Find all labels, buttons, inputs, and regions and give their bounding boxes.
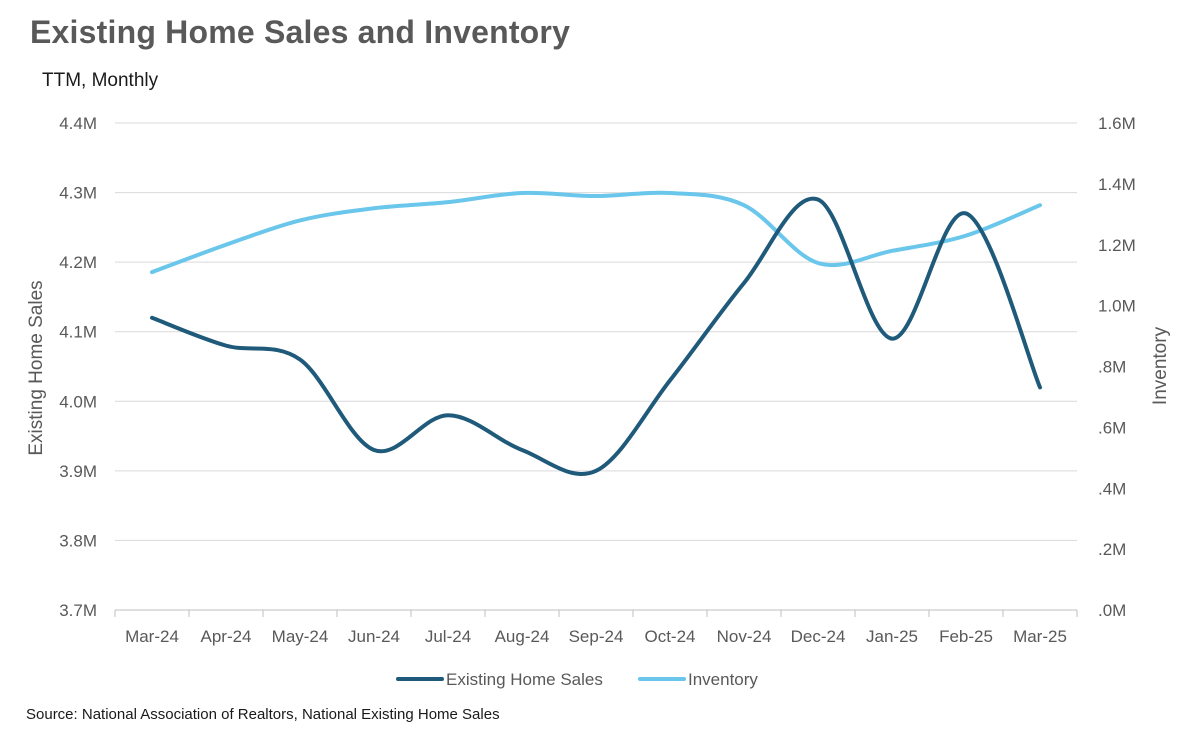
right-tick-label: 1.0M <box>1098 297 1136 316</box>
left-tick-label: 3.9M <box>59 462 97 481</box>
left-tick-label: 4.2M <box>59 253 97 272</box>
legend-label-inventory: Inventory <box>688 670 758 689</box>
left-tick-label: 4.3M <box>59 184 97 203</box>
series-line-existing-home-sales <box>150 196 1042 477</box>
gridlines <box>115 122 1077 541</box>
x-tick-label: Jan-25 <box>866 627 918 646</box>
legend-label-existing-home-sales: Existing Home Sales <box>446 670 603 689</box>
x-tick-label: Jul-24 <box>425 627 471 646</box>
right-tick-label: .2M <box>1098 540 1126 559</box>
x-tick-label: Apr-24 <box>200 627 251 646</box>
x-tick-label: May-24 <box>272 627 329 646</box>
x-tick-label: Jun-24 <box>348 627 400 646</box>
legend: Existing Home Sales Inventory <box>396 670 758 689</box>
left-tick-label: 4.1M <box>59 323 97 342</box>
chart-subtitle: TTM, Monthly <box>42 70 159 91</box>
x-tick-label: Oct-24 <box>644 627 695 646</box>
left-tick-label: 4.0M <box>59 392 97 411</box>
x-tick-label: Mar-25 <box>1013 627 1067 646</box>
x-axis <box>114 609 1078 617</box>
right-tick-label: 1.6M <box>1098 114 1136 133</box>
x-tick-label: Feb-25 <box>939 627 993 646</box>
x-axis-ticks: Mar-24 Apr-24 May-24 Jun-24 Jul-24 Aug-24 Sep-… <box>125 627 1067 646</box>
left-axis-ticks: 3.7M 3.8M 3.9M 4.0M 4.1M 4.2M 4.3M 4.4M <box>59 114 97 620</box>
x-tick-label: Dec-24 <box>791 627 846 646</box>
source-note: Source: National Association of Realtors… <box>26 706 500 723</box>
series-lines <box>150 190 1042 477</box>
left-tick-label: 4.4M <box>59 114 97 133</box>
right-tick-label: .6M <box>1098 418 1126 437</box>
x-tick-label: Aug-24 <box>495 627 550 646</box>
left-tick-label: 3.8M <box>59 531 97 550</box>
right-tick-label: .4M <box>1098 479 1126 498</box>
right-tick-label: .8M <box>1098 358 1126 377</box>
right-axis-ticks: .0M .2M .4M .6M .8M 1.0M 1.2M 1.4M 1.6M <box>1098 114 1136 620</box>
x-tick-label: Sep-24 <box>569 627 624 646</box>
right-tick-label: 1.2M <box>1098 236 1136 255</box>
left-axis-title: Existing Home Sales <box>26 280 47 455</box>
x-tick-label: Nov-24 <box>717 627 772 646</box>
right-tick-label: 1.4M <box>1098 175 1136 194</box>
right-tick-label: .0M <box>1098 601 1126 620</box>
left-tick-label: 3.7M <box>59 601 97 620</box>
x-tick-label: Mar-24 <box>125 627 179 646</box>
chart-title: Existing Home Sales and Inventory <box>30 14 571 50</box>
series-line-inventory <box>150 190 1042 275</box>
right-axis-title: Inventory <box>1150 326 1171 405</box>
